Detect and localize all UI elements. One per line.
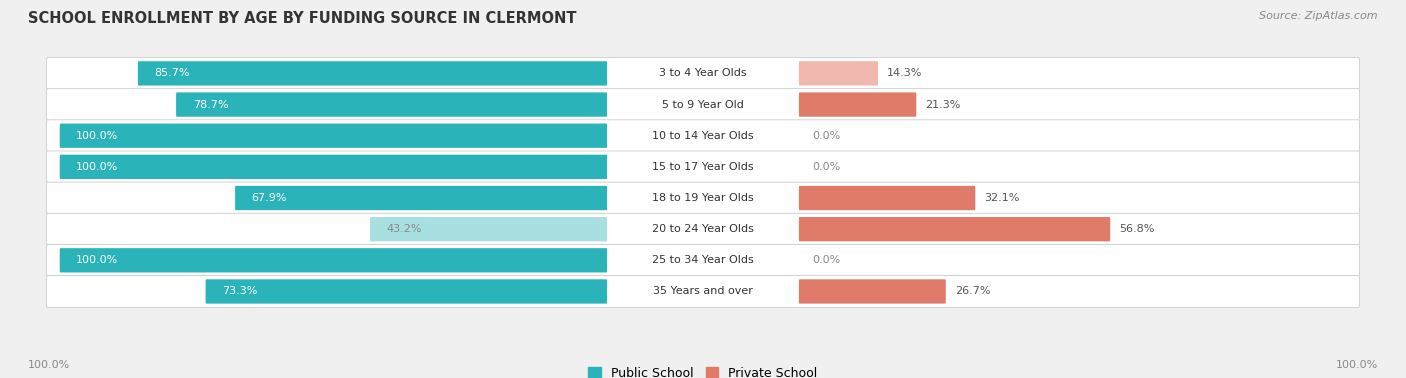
Text: Source: ZipAtlas.com: Source: ZipAtlas.com xyxy=(1260,11,1378,21)
Text: 32.1%: 32.1% xyxy=(984,193,1019,203)
Text: 15 to 17 Year Olds: 15 to 17 Year Olds xyxy=(652,162,754,172)
Text: 56.8%: 56.8% xyxy=(1119,224,1154,234)
Text: 43.2%: 43.2% xyxy=(387,224,422,234)
Text: 100.0%: 100.0% xyxy=(76,131,118,141)
Text: 0.0%: 0.0% xyxy=(813,255,841,265)
Text: SCHOOL ENROLLMENT BY AGE BY FUNDING SOURCE IN CLERMONT: SCHOOL ENROLLMENT BY AGE BY FUNDING SOUR… xyxy=(28,11,576,26)
FancyBboxPatch shape xyxy=(46,120,1360,152)
FancyBboxPatch shape xyxy=(46,276,1360,307)
Text: 67.9%: 67.9% xyxy=(252,193,287,203)
Text: 25 to 34 Year Olds: 25 to 34 Year Olds xyxy=(652,255,754,265)
Text: 26.7%: 26.7% xyxy=(955,287,990,296)
Text: 0.0%: 0.0% xyxy=(813,131,841,141)
Text: 10 to 14 Year Olds: 10 to 14 Year Olds xyxy=(652,131,754,141)
Text: 5 to 9 Year Old: 5 to 9 Year Old xyxy=(662,99,744,110)
Text: 3 to 4 Year Olds: 3 to 4 Year Olds xyxy=(659,68,747,78)
FancyBboxPatch shape xyxy=(205,279,607,304)
Text: 100.0%: 100.0% xyxy=(28,361,70,370)
Text: 85.7%: 85.7% xyxy=(155,68,190,78)
FancyBboxPatch shape xyxy=(59,155,607,179)
FancyBboxPatch shape xyxy=(46,213,1360,245)
FancyBboxPatch shape xyxy=(799,186,976,210)
Text: 73.3%: 73.3% xyxy=(222,287,257,296)
FancyBboxPatch shape xyxy=(46,151,1360,183)
FancyBboxPatch shape xyxy=(59,248,607,273)
FancyBboxPatch shape xyxy=(799,61,879,85)
Legend: Public School, Private School: Public School, Private School xyxy=(583,362,823,378)
Text: 18 to 19 Year Olds: 18 to 19 Year Olds xyxy=(652,193,754,203)
FancyBboxPatch shape xyxy=(59,124,607,148)
FancyBboxPatch shape xyxy=(176,92,607,117)
FancyBboxPatch shape xyxy=(370,217,607,241)
Text: 0.0%: 0.0% xyxy=(813,162,841,172)
Text: 35 Years and over: 35 Years and over xyxy=(652,287,754,296)
FancyBboxPatch shape xyxy=(799,217,1111,241)
Text: 20 to 24 Year Olds: 20 to 24 Year Olds xyxy=(652,224,754,234)
FancyBboxPatch shape xyxy=(235,186,607,210)
Text: 14.3%: 14.3% xyxy=(887,68,922,78)
FancyBboxPatch shape xyxy=(799,279,946,304)
Text: 21.3%: 21.3% xyxy=(925,99,960,110)
FancyBboxPatch shape xyxy=(799,92,917,117)
FancyBboxPatch shape xyxy=(46,57,1360,89)
FancyBboxPatch shape xyxy=(46,245,1360,276)
Text: 100.0%: 100.0% xyxy=(76,255,118,265)
FancyBboxPatch shape xyxy=(46,89,1360,121)
Text: 78.7%: 78.7% xyxy=(193,99,228,110)
Text: 100.0%: 100.0% xyxy=(76,162,118,172)
FancyBboxPatch shape xyxy=(46,182,1360,214)
Text: 100.0%: 100.0% xyxy=(1336,361,1378,370)
FancyBboxPatch shape xyxy=(138,61,607,85)
